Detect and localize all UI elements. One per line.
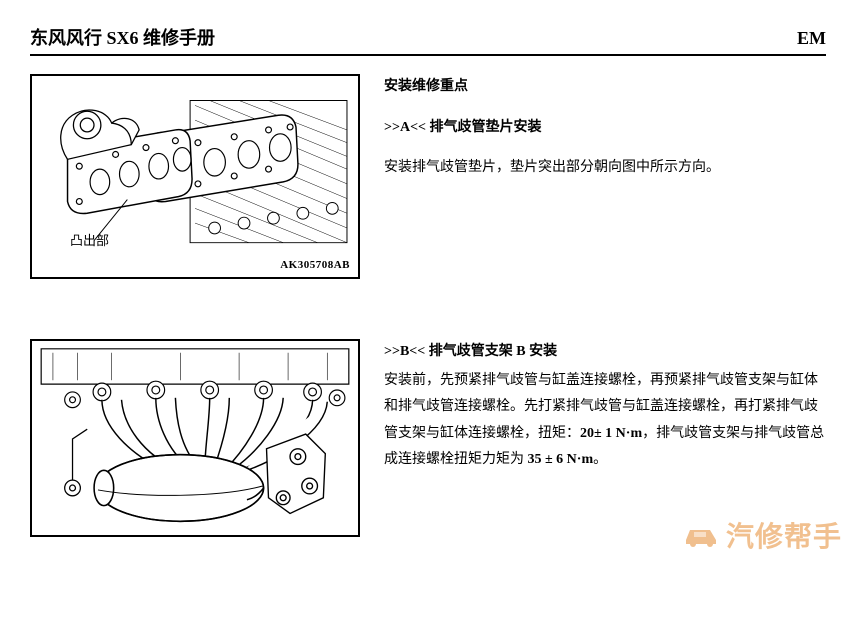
step-a-heading: >>A<< 排气歧管垫片安装 (384, 115, 826, 142)
torque-2: 35 ± 6 N·m (528, 452, 594, 467)
install-points-heading: 安装维修重点 (384, 74, 826, 101)
section-a-row: 凸出部 AK305708AB 安装维修重点 >>A<< 排气歧管垫片安装 安装排… (30, 74, 826, 279)
section-a-text: 安装维修重点 >>A<< 排气歧管垫片安装 安装排气歧管垫片，垫片突出部分朝向图… (384, 74, 826, 279)
section-b-text: >>B<< 排气歧管支架 B 安装 安装前，先预紧排气歧管与缸盖连接螺栓，再预紧… (384, 339, 826, 537)
exhaust-bracket-diagram (32, 341, 358, 535)
section-b-row: >>B<< 排气歧管支架 B 安装 安装前，先预紧排气歧管与缸盖连接螺栓，再预紧… (30, 339, 826, 537)
figure-a-callout: 凸出部 (70, 230, 109, 249)
step-b-heading: >>B<< 排气歧管支架 B 安装 (384, 339, 826, 366)
section-code: EM (797, 28, 826, 49)
figure-a: 凸出部 AK305708AB (30, 74, 360, 279)
figure-a-ref: AK305708AB (280, 259, 350, 271)
manual-title: 东风风行 SX6 维修手册 (30, 24, 215, 50)
torque-1: 20± 1 N·m (580, 426, 642, 441)
step-b-body: 安装前，先预紧排气歧管与缸盖连接螺栓，再预紧排气歧管支架与缸体和排气歧管连接螺栓… (384, 368, 826, 474)
page-header: 东风风行 SX6 维修手册 EM (30, 24, 826, 56)
step-b-body-3: 。 (593, 452, 607, 467)
figure-b (30, 339, 360, 537)
step-a-body: 安装排气歧管垫片，垫片突出部分朝向图中所示方向。 (384, 155, 826, 182)
